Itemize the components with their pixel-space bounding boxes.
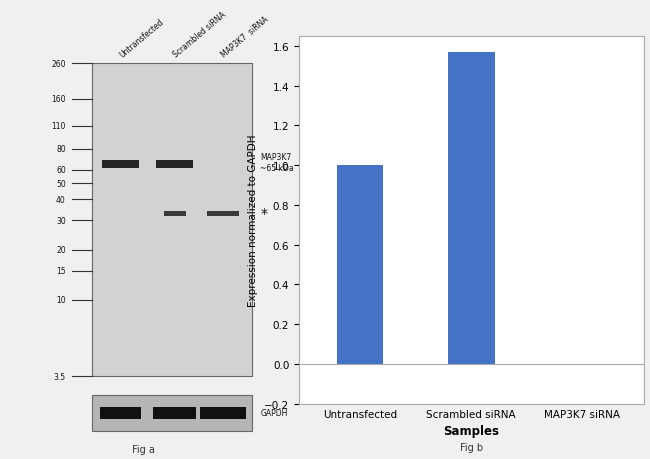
Bar [448,53,495,364]
Text: 60: 60 [56,166,66,175]
Bar [92,64,252,376]
Text: Fig a: Fig a [131,444,155,454]
Text: 40: 40 [56,196,66,204]
Text: 50: 50 [56,179,66,188]
Text: MAP3K7  siRNA: MAP3K7 siRNA [220,15,270,60]
Bar [200,408,246,419]
Bar [156,161,194,168]
Text: 260: 260 [51,60,66,69]
Bar [102,161,139,168]
Text: *: * [260,207,267,221]
Text: 3.5: 3.5 [54,372,66,381]
Bar [153,408,196,419]
Y-axis label: Expression normalized to GAPDH: Expression normalized to GAPDH [248,134,259,307]
Bar [337,166,383,364]
Text: Scrambled siRNA: Scrambled siRNA [172,11,228,60]
Bar [164,211,186,217]
Text: GAPDH: GAPDH [260,409,288,418]
Text: 10: 10 [56,296,66,305]
Bar [100,408,141,419]
X-axis label: Samples: Samples [443,424,499,437]
Text: 30: 30 [56,216,66,225]
Text: 160: 160 [51,95,66,104]
Text: 15: 15 [56,267,66,275]
Text: MAP3K7
~65 kDa: MAP3K7 ~65 kDa [260,152,294,173]
Text: 110: 110 [51,122,66,131]
Text: Fig b: Fig b [460,442,483,452]
Text: Untransfected: Untransfected [118,18,165,60]
Bar [207,211,239,217]
Bar [92,395,252,431]
Text: 20: 20 [56,246,66,255]
Text: 80: 80 [56,145,66,154]
